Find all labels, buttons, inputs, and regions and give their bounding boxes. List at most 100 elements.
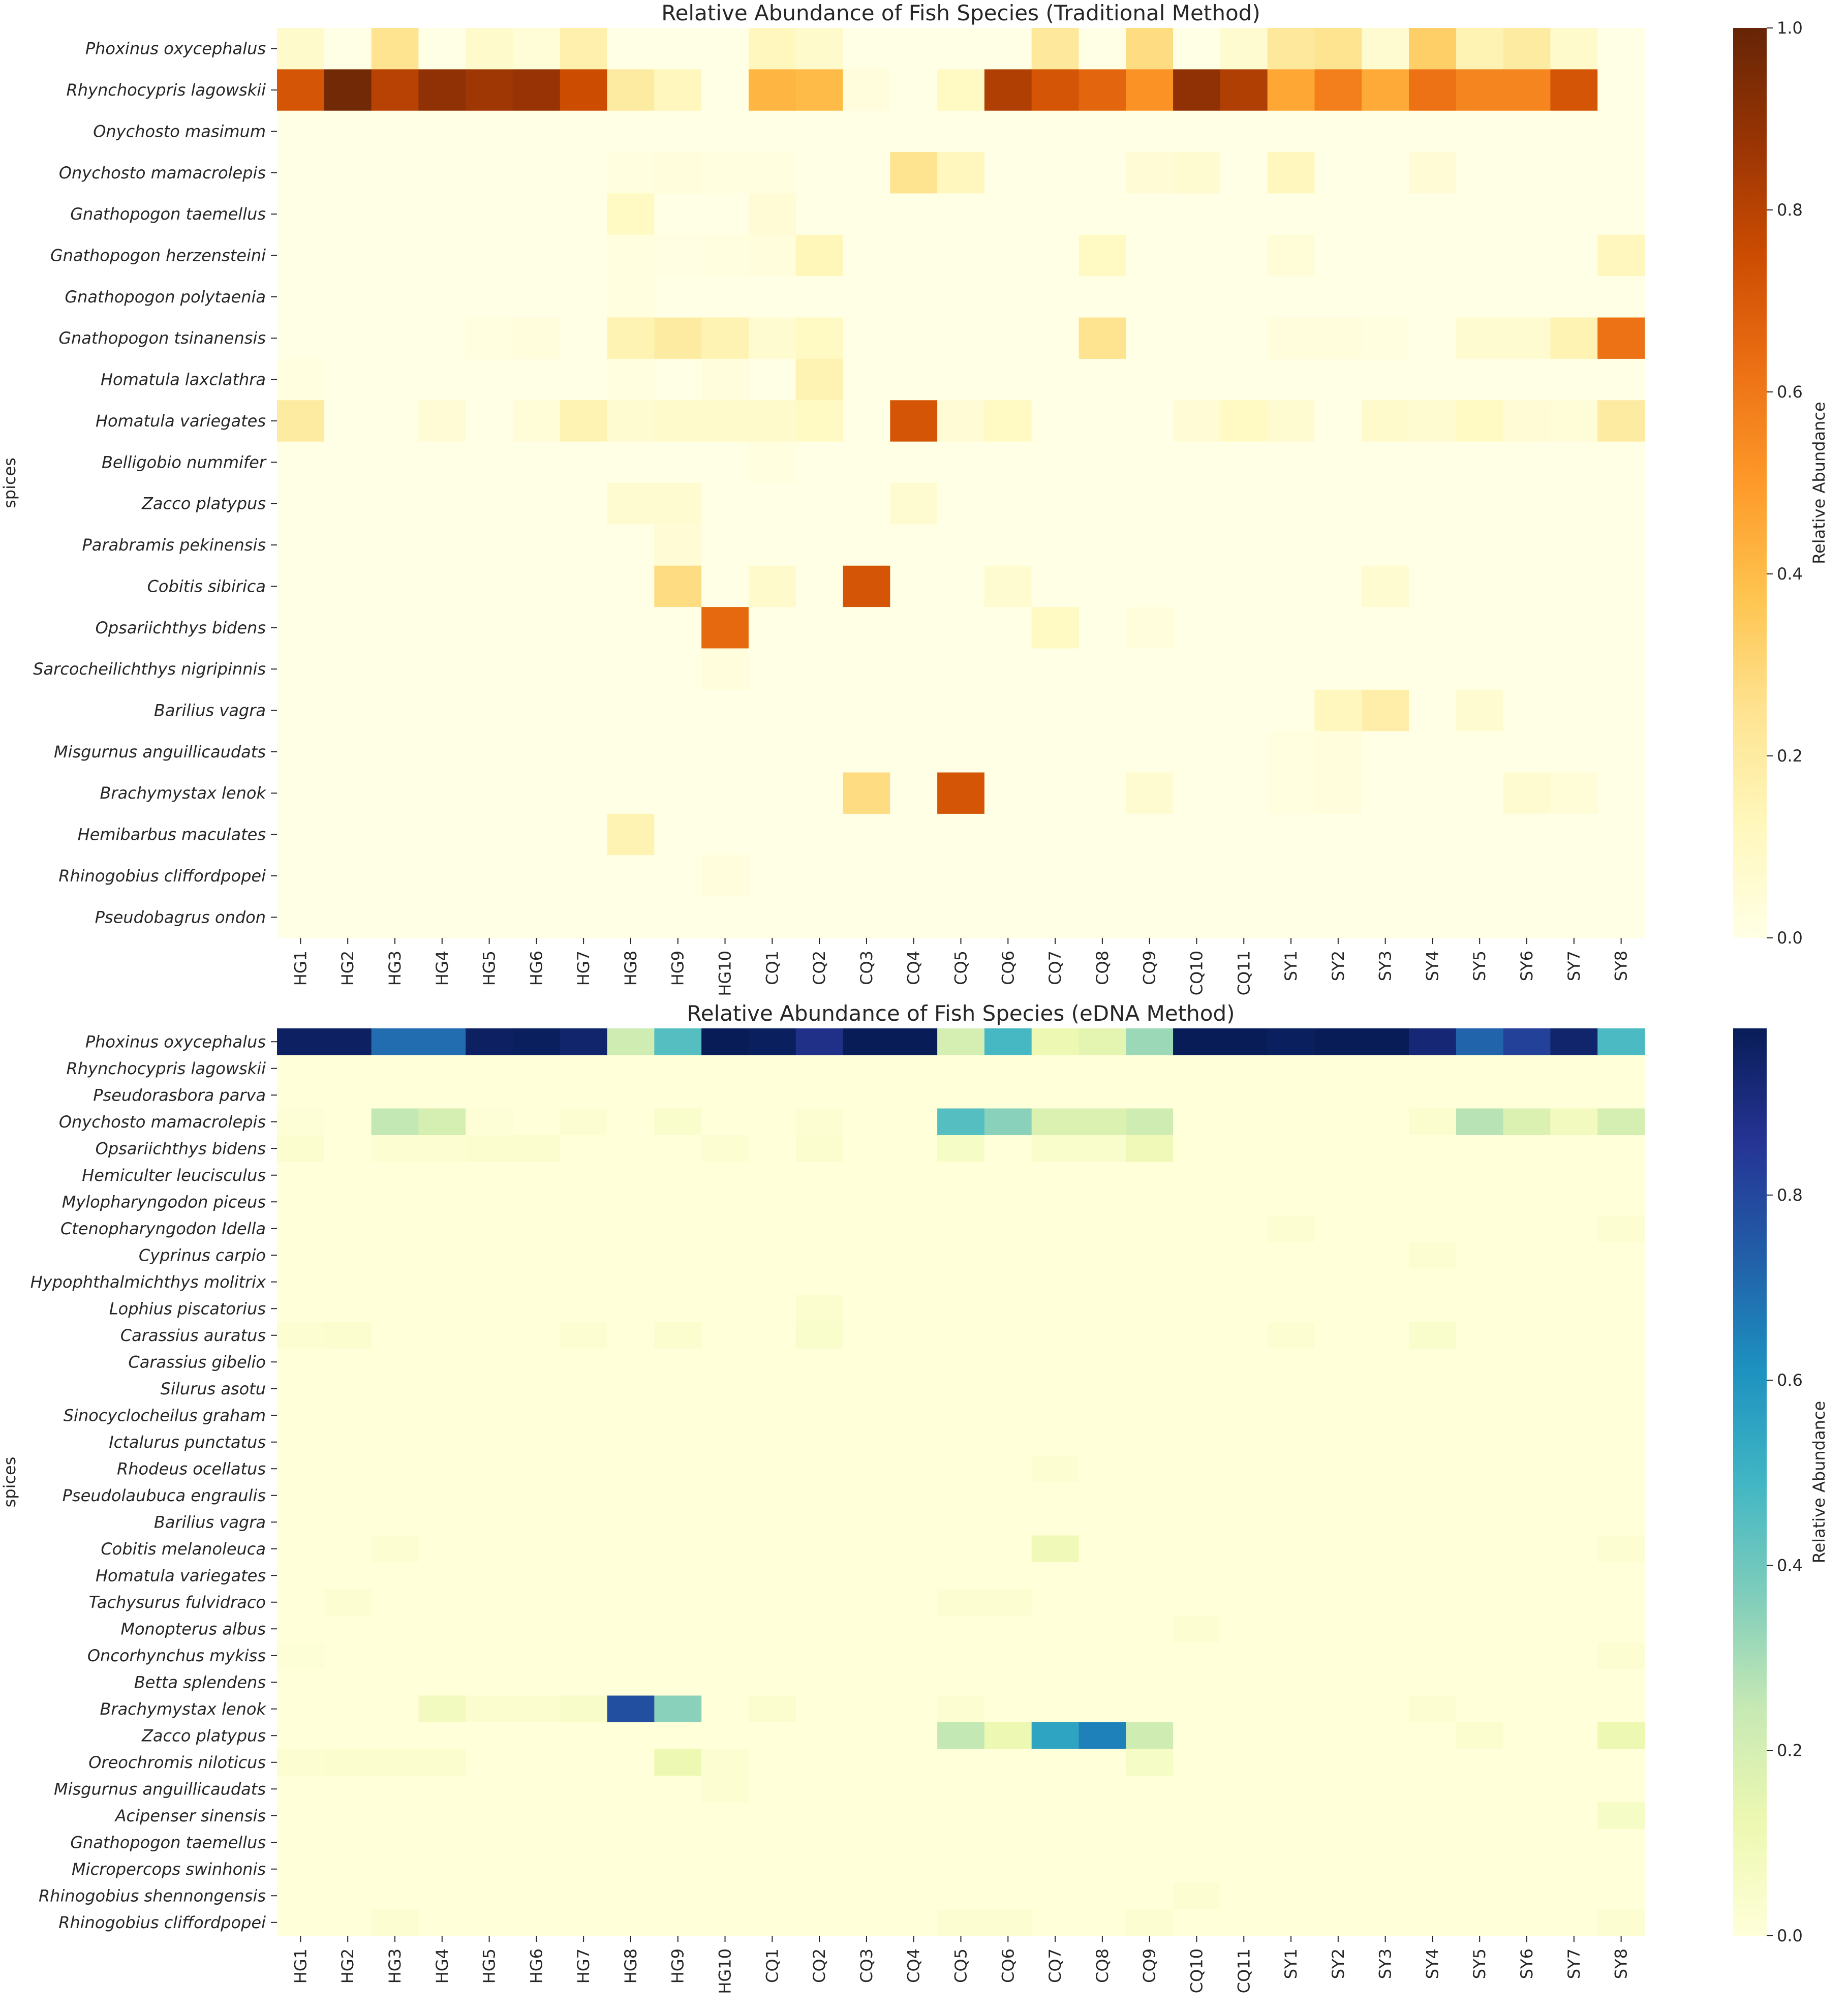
x-tick-label: HG3 xyxy=(385,951,405,986)
heatmap-cell xyxy=(654,1402,702,1429)
heatmap-cell xyxy=(418,1215,466,1242)
heatmap-cell xyxy=(607,731,655,773)
heatmap-cell xyxy=(1362,1722,1409,1750)
heatmap-cell xyxy=(654,1295,702,1323)
heatmap-cell xyxy=(843,110,890,153)
heatmap-cell xyxy=(1409,441,1457,483)
heatmap-cell xyxy=(277,772,325,814)
heatmap-cell xyxy=(1456,565,1504,607)
heatmap-cell xyxy=(607,1055,655,1082)
heatmap-cell xyxy=(748,400,796,442)
heatmap-cell xyxy=(560,1642,608,1669)
heatmap-cell xyxy=(1314,1322,1362,1349)
heatmap-cell xyxy=(371,1268,419,1296)
heatmap-cell xyxy=(1314,1215,1362,1242)
heatmap-cell xyxy=(1314,1695,1362,1723)
x-tick-label: CQ9 xyxy=(1140,951,1159,985)
heatmap-cell xyxy=(324,648,372,690)
heatmap-cell xyxy=(937,1535,985,1563)
heatmap-cell xyxy=(843,400,890,442)
heatmap-cell xyxy=(1409,1322,1457,1349)
heatmap-cell xyxy=(1267,1642,1315,1669)
heatmap-cell xyxy=(1173,1028,1221,1056)
heatmap-cell xyxy=(1362,1082,1409,1109)
y-tick-label: Mylopharyngodon piceus xyxy=(62,1192,266,1211)
heatmap-cell xyxy=(607,1189,655,1216)
heatmap-cell xyxy=(1031,1802,1080,1830)
heatmap-cell xyxy=(371,896,419,938)
heatmap-cell xyxy=(1409,1108,1457,1136)
heatmap-cell xyxy=(843,1322,890,1349)
y-tick-label: Gnathopogon taemellus xyxy=(70,204,266,224)
heatmap-cell xyxy=(418,1616,466,1643)
x-tick-label: HG4 xyxy=(433,951,452,986)
heatmap-cell xyxy=(607,234,655,277)
heatmap-cell xyxy=(1031,565,1080,607)
heatmap-cell xyxy=(1220,69,1268,111)
heatmap-cell xyxy=(1031,1509,1080,1536)
heatmap-cell xyxy=(512,1482,561,1509)
heatmap-cell xyxy=(1031,1535,1080,1563)
heatmap-cell xyxy=(560,1749,608,1776)
x-tick-label: HG10 xyxy=(716,1948,735,1994)
heatmap-cell xyxy=(1597,400,1645,442)
heatmap-cell xyxy=(1503,1562,1551,1590)
heatmap-cell xyxy=(466,1082,513,1109)
heatmap-cell xyxy=(560,28,608,70)
heatmap-cell xyxy=(1314,1535,1362,1563)
heatmap-cell xyxy=(324,1295,372,1323)
heatmap-cell xyxy=(1362,1455,1409,1483)
heatmap-cell xyxy=(701,1295,749,1323)
heatmap-cell xyxy=(1550,152,1598,194)
heatmap-cell xyxy=(1220,1855,1268,1883)
heatmap-cell xyxy=(1173,1242,1221,1269)
heatmap-cell xyxy=(1173,731,1221,773)
heatmap-cell xyxy=(1550,1082,1598,1109)
heatmap-cell xyxy=(701,1189,749,1216)
heatmap-cell xyxy=(937,1215,985,1242)
heatmap-cell xyxy=(512,234,561,277)
heatmap-cell xyxy=(324,1349,372,1376)
heatmap-cell xyxy=(1597,855,1645,897)
heatmap-cell xyxy=(324,28,372,70)
heatmap-cell xyxy=(1550,400,1598,442)
heatmap-cell xyxy=(371,276,419,318)
heatmap-cell xyxy=(418,1082,466,1109)
heatmap-cell xyxy=(1267,1349,1315,1376)
heatmap-cell xyxy=(1126,110,1174,153)
heatmap-cell xyxy=(890,607,938,649)
heatmap-cell xyxy=(607,1135,655,1163)
heatmap-cell xyxy=(937,1428,985,1456)
heatmap-cell xyxy=(937,441,985,483)
y-tick-label: Cyprinus carpio xyxy=(139,1245,266,1265)
heatmap-cell xyxy=(324,1909,372,1936)
heatmap-cell xyxy=(1362,524,1409,566)
heatmap-cell xyxy=(277,565,325,607)
heatmap-cell xyxy=(1503,1402,1551,1429)
y-tick-label: Oreochromis niloticus xyxy=(88,1753,266,1772)
heatmap-cell xyxy=(843,1482,890,1509)
heatmap-cell xyxy=(277,1455,325,1483)
heatmap-cell xyxy=(560,234,608,277)
heatmap-cell xyxy=(937,317,985,359)
heatmap-cell xyxy=(1126,1802,1174,1830)
y-tick-label: Gnathopogon herzensteini xyxy=(50,246,266,265)
heatmap-cell xyxy=(1267,772,1315,814)
heatmap-cell xyxy=(466,1562,513,1590)
heatmap-cell xyxy=(1079,1776,1126,1803)
heatmap-cell xyxy=(843,1428,890,1456)
heatmap-cell xyxy=(937,1589,985,1616)
heatmap-cell xyxy=(701,483,749,525)
heatmap-cell xyxy=(1503,607,1551,649)
heatmap-cell xyxy=(1079,1482,1126,1509)
x-tick-label: CQ11 xyxy=(1234,1948,1253,1993)
heatmap-cell xyxy=(1220,1776,1268,1803)
heatmap-cell xyxy=(1220,28,1268,70)
heatmap-cell xyxy=(1126,1722,1174,1750)
heatmap-cell xyxy=(654,1695,702,1723)
heatmap-cell xyxy=(1126,648,1174,690)
heatmap-cell xyxy=(1362,772,1409,814)
heatmap-cell xyxy=(748,1215,796,1242)
heatmap-cell xyxy=(890,565,938,607)
heatmap-cell xyxy=(512,1509,561,1536)
